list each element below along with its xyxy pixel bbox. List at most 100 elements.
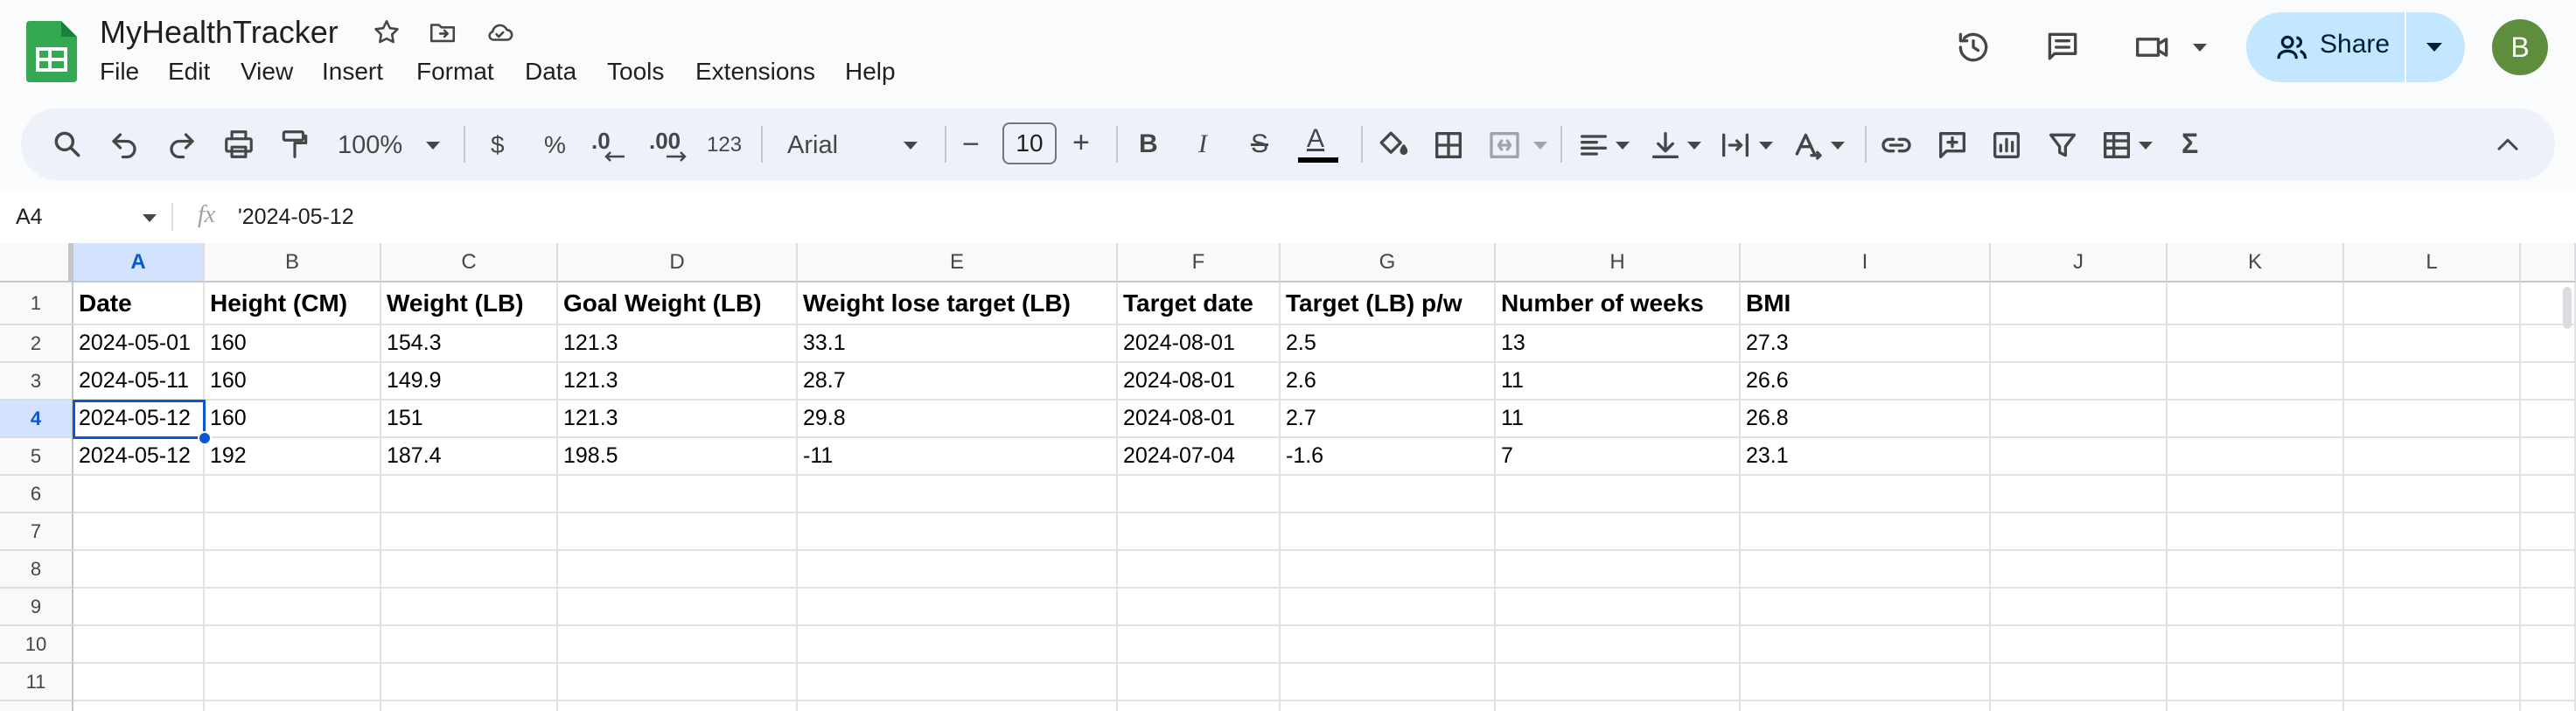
cell-l11[interactable] (2344, 664, 2521, 701)
font-select[interactable]: Arial (787, 131, 838, 160)
cell-m12[interactable] (2521, 701, 2576, 711)
version-history-icon[interactable] (1954, 28, 1993, 71)
font-size-input[interactable]: 10 (1002, 122, 1057, 164)
zoom-select[interactable]: 100% (338, 131, 402, 160)
cell-l10[interactable] (2344, 626, 2521, 664)
cell-j2[interactable] (1991, 325, 2168, 363)
cell-i5[interactable]: 23.1 (1741, 438, 1991, 476)
cell-i8[interactable] (1741, 551, 1991, 589)
cell-b12[interactable] (205, 701, 381, 711)
cell-b4[interactable]: 160 (205, 401, 381, 438)
cell-k4[interactable] (2168, 401, 2344, 438)
cell-h3[interactable]: 11 (1496, 363, 1741, 401)
cell-m4[interactable] (2521, 401, 2576, 438)
cell-g9[interactable] (1281, 589, 1496, 626)
cell-i12[interactable] (1741, 701, 1991, 711)
cell-a6[interactable] (73, 476, 205, 513)
cell-m9[interactable] (2521, 589, 2576, 626)
decrease-decimal-button[interactable]: .0 (591, 128, 630, 163)
cell-k11[interactable] (2168, 664, 2344, 701)
cell-i9[interactable] (1741, 589, 1991, 626)
cell-k1[interactable] (2168, 282, 2344, 325)
table-view-dropdown-icon[interactable] (2138, 141, 2154, 151)
cloud-saved-icon[interactable] (483, 17, 516, 52)
cell-d7[interactable] (558, 513, 798, 551)
cell-l3[interactable] (2344, 363, 2521, 401)
print-icon[interactable] (222, 128, 255, 165)
cell-m3[interactable] (2521, 363, 2576, 401)
move-folder-icon[interactable] (427, 17, 458, 52)
font-dropdown-icon[interactable] (903, 141, 918, 151)
horizontal-align-icon[interactable] (1576, 128, 1611, 167)
cell-d8[interactable] (558, 551, 798, 589)
italic-button[interactable]: I (1198, 129, 1207, 158)
cell-a5[interactable]: 2024-05-12 (73, 438, 205, 476)
menu-insert[interactable]: Insert (322, 58, 384, 85)
cell-h4[interactable]: 11 (1496, 401, 1741, 438)
cell-e4[interactable]: 29.8 (798, 401, 1118, 438)
cell-i2[interactable]: 27.3 (1741, 325, 1991, 363)
cell-a3[interactable]: 2024-05-11 (73, 363, 205, 401)
cell-l1[interactable] (2344, 282, 2521, 325)
cell-j11[interactable] (1991, 664, 2168, 701)
cell-d4[interactable]: 121.3 (558, 401, 798, 438)
cell-h9[interactable] (1496, 589, 1741, 626)
cell-e6[interactable] (798, 476, 1118, 513)
cell-c3[interactable]: 149.9 (381, 363, 558, 401)
cell-j8[interactable] (1991, 551, 2168, 589)
cell-b10[interactable] (205, 626, 381, 664)
cell-c10[interactable] (381, 626, 558, 664)
cell-m6[interactable] (2521, 476, 2576, 513)
star-icon[interactable] (372, 17, 401, 52)
cell-c11[interactable] (381, 664, 558, 701)
column-header-b[interactable]: B (205, 243, 381, 282)
cell-j6[interactable] (1991, 476, 2168, 513)
cell-k5[interactable] (2168, 438, 2344, 476)
cell-f7[interactable] (1118, 513, 1281, 551)
meet-dropdown-icon[interactable] (2192, 42, 2208, 58)
cell-k2[interactable] (2168, 325, 2344, 363)
cell-f6[interactable] (1118, 476, 1281, 513)
cell-l7[interactable] (2344, 513, 2521, 551)
cell-k6[interactable] (2168, 476, 2344, 513)
cell-a7[interactable] (73, 513, 205, 551)
cell-i6[interactable] (1741, 476, 1991, 513)
cell-h7[interactable] (1496, 513, 1741, 551)
cell-h6[interactable] (1496, 476, 1741, 513)
font-size-decrease-button[interactable]: − (962, 128, 980, 161)
functions-button[interactable]: Σ (2182, 128, 2199, 159)
menu-extensions[interactable]: Extensions (695, 58, 815, 85)
menu-format[interactable]: Format (416, 58, 494, 85)
insert-chart-icon[interactable] (1989, 128, 2024, 167)
cell-a2[interactable]: 2024-05-01 (73, 325, 205, 363)
cell-g12[interactable] (1281, 701, 1496, 711)
cell-d9[interactable] (558, 589, 798, 626)
cell-j1[interactable] (1991, 282, 2168, 325)
cell-g2[interactable]: 2.5 (1281, 325, 1496, 363)
column-header-c[interactable]: C (381, 243, 558, 282)
column-header-e[interactable]: E (798, 243, 1118, 282)
cell-e8[interactable] (798, 551, 1118, 589)
fill-handle[interactable] (198, 431, 212, 445)
cell-e2[interactable]: 33.1 (798, 325, 1118, 363)
cell-k3[interactable] (2168, 363, 2344, 401)
cell-l12[interactable] (2344, 701, 2521, 711)
cell-d10[interactable] (558, 626, 798, 664)
cell-i4[interactable]: 26.8 (1741, 401, 1991, 438)
cell-e10[interactable] (798, 626, 1118, 664)
cell-g10[interactable] (1281, 626, 1496, 664)
cell-g1[interactable]: Target (LB) p/w (1281, 282, 1496, 325)
vertical-align-dropdown-icon[interactable] (1686, 141, 1702, 151)
cell-l5[interactable] (2344, 438, 2521, 476)
text-color-button[interactable]: A (1298, 124, 1338, 166)
cell-b6[interactable] (205, 476, 381, 513)
cell-f4[interactable]: 2024-08-01 (1118, 401, 1281, 438)
cell-m11[interactable] (2521, 664, 2576, 701)
cell-g3[interactable]: 2.6 (1281, 363, 1496, 401)
row-header-7[interactable]: 7 (0, 513, 73, 551)
strikethrough-button[interactable]: S (1251, 129, 1269, 158)
cell-a11[interactable] (73, 664, 205, 701)
column-header-i[interactable]: I (1741, 243, 1991, 282)
cell-j7[interactable] (1991, 513, 2168, 551)
table-view-icon[interactable] (2099, 128, 2134, 167)
